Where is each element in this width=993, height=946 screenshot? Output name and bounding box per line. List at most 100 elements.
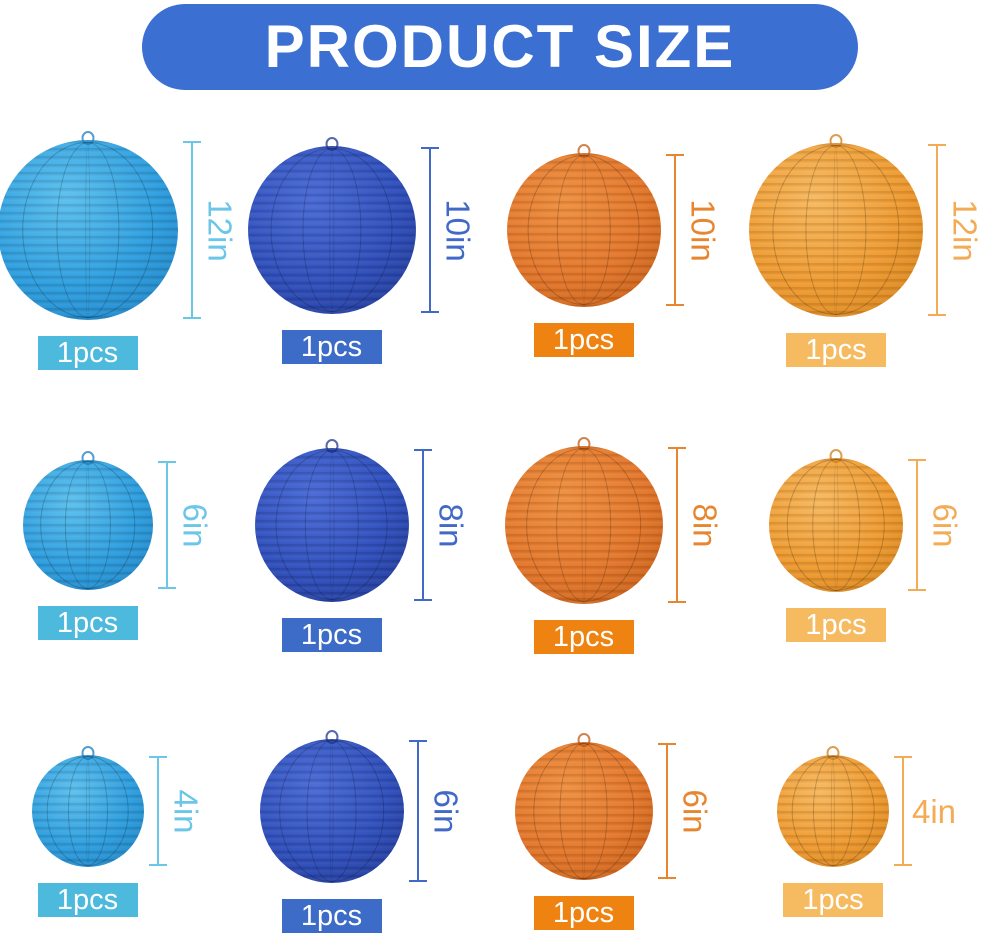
lantern-image <box>504 446 663 604</box>
lantern-seam <box>84 141 91 319</box>
lantern-seam <box>580 154 587 306</box>
lantern-cell-light-orange-4in: 1pcs 4in <box>740 726 993 946</box>
lantern-cell-sky-blue-6in: 1pcs 6in <box>0 428 236 672</box>
lantern-stack: 1pcs <box>247 146 416 364</box>
size-label: 12in <box>201 198 238 262</box>
lantern-seam <box>580 447 587 603</box>
quantity-badge: 1pcs <box>281 899 382 933</box>
quantity-badge: 1pcs <box>37 336 138 370</box>
quantity-badge: 1pcs <box>281 330 382 364</box>
dimension-indicator: 6in <box>408 740 465 882</box>
dimension-indicator: 6in <box>657 743 714 879</box>
lantern-stack: 1pcs <box>31 755 144 917</box>
size-label: 4in <box>167 788 204 834</box>
dimension-indicator: 4in <box>148 756 205 866</box>
quantity-badge: 1pcs <box>786 333 886 367</box>
lantern-cell-orange-10in: 1pcs 10in <box>488 118 740 392</box>
dimension-line <box>408 740 427 882</box>
lantern-stack: 1pcs <box>506 153 661 357</box>
header-banner: PRODUCT SIZE <box>142 4 858 90</box>
quantity-badge: 1pcs <box>533 620 634 654</box>
quantity-badge: 1pcs <box>782 883 883 917</box>
lantern-image <box>769 458 903 592</box>
lantern-image <box>254 448 409 602</box>
lantern-grid-row-1: 1pcs 12in 1pcs 10in 1pcs <box>0 118 993 392</box>
lantern-cell-orange-8in: 1pcs 8in <box>488 428 740 672</box>
size-label: 10in <box>684 198 721 262</box>
lantern-image <box>247 146 416 314</box>
dimension-line <box>420 147 439 313</box>
dimension-indicator: 8in <box>667 447 724 603</box>
dimension-line <box>157 461 176 589</box>
lantern-stack: 1pcs <box>769 458 903 642</box>
size-label: 6in <box>176 502 213 548</box>
lantern-cell-light-orange-6in: 1pcs 6in <box>740 428 993 672</box>
lantern-cell-light-orange-12in: 1pcs 12in <box>740 118 993 392</box>
size-label: 4in <box>911 792 957 830</box>
dimension-line <box>657 743 676 879</box>
lantern-cell-sky-blue-12in: 1pcs 12in <box>0 118 239 392</box>
lantern-image <box>776 755 889 867</box>
dimension-line <box>893 756 912 866</box>
lantern-cell-royal-blue-10in: 1pcs 10in <box>236 118 488 392</box>
lantern-seam <box>833 144 839 316</box>
dimension-indicator: 6in <box>908 459 964 591</box>
quantity-badge: 1pcs <box>533 896 634 930</box>
quantity-badge: 1pcs <box>533 323 634 357</box>
quantity-badge: 1pcs <box>37 606 138 640</box>
page-title: PRODUCT SIZE <box>264 13 736 80</box>
lantern-stack: 1pcs <box>749 143 923 367</box>
lantern-cell-sky-blue-4in: 1pcs 4in <box>0 726 236 946</box>
lantern-cell-orange-6in: 1pcs 6in <box>488 726 740 946</box>
dimension-indicator: 4in <box>893 756 957 866</box>
lantern-image <box>31 755 144 867</box>
size-label: 6in <box>427 788 464 834</box>
quantity-badge: 1pcs <box>786 608 886 642</box>
dimension-line <box>667 447 686 603</box>
dimension-line <box>148 756 167 866</box>
dimension-line <box>182 141 201 319</box>
lantern-seam <box>328 449 335 601</box>
lantern-stack: 1pcs <box>514 742 653 930</box>
lantern-stack: 1pcs <box>776 755 889 917</box>
lantern-image <box>22 460 153 590</box>
lantern-image <box>506 153 661 307</box>
lantern-seam <box>581 743 586 879</box>
lantern-stack: 1pcs <box>22 460 153 640</box>
lantern-stack: 1pcs <box>504 446 663 654</box>
lantern-image <box>0 140 178 320</box>
dimension-indicator: 12in <box>182 141 239 319</box>
lantern-seam <box>328 147 335 313</box>
lantern-stack: 1pcs <box>259 739 404 933</box>
size-label: 12in <box>946 198 984 262</box>
size-label: 6in <box>676 788 713 834</box>
dimension-indicator: 8in <box>413 449 470 601</box>
lantern-stack: 1pcs <box>254 448 409 652</box>
lantern-stack: 1pcs <box>0 140 178 370</box>
dimension-indicator: 12in <box>928 144 984 316</box>
size-label: 8in <box>686 502 723 548</box>
lantern-image <box>514 742 653 880</box>
size-label: 8in <box>432 502 469 548</box>
dimension-line <box>908 459 926 591</box>
lantern-seam <box>85 461 90 589</box>
dimension-indicator: 6in <box>157 461 214 589</box>
quantity-badge: 1pcs <box>281 618 382 652</box>
lantern-seam <box>85 756 90 866</box>
dimension-indicator: 10in <box>665 154 722 306</box>
lantern-seam <box>329 740 334 882</box>
size-label: 6in <box>926 502 964 548</box>
lantern-cell-royal-blue-8in: 1pcs 8in <box>236 428 488 672</box>
dimension-line <box>413 449 432 601</box>
lantern-seam <box>830 756 836 866</box>
lantern-seam <box>833 459 839 591</box>
dimension-line <box>928 144 946 316</box>
lantern-grid-row-2: 1pcs 6in 1pcs 8in 1pcs <box>0 428 993 672</box>
size-label: 10in <box>439 198 476 262</box>
dimension-line <box>665 154 684 306</box>
dimension-indicator: 10in <box>420 147 477 313</box>
lantern-image <box>259 739 404 883</box>
lantern-grid-row-3: 1pcs 4in 1pcs 6in 1pcs <box>0 726 993 946</box>
lantern-image <box>749 143 923 317</box>
lantern-cell-royal-blue-6in: 1pcs 6in <box>236 726 488 946</box>
